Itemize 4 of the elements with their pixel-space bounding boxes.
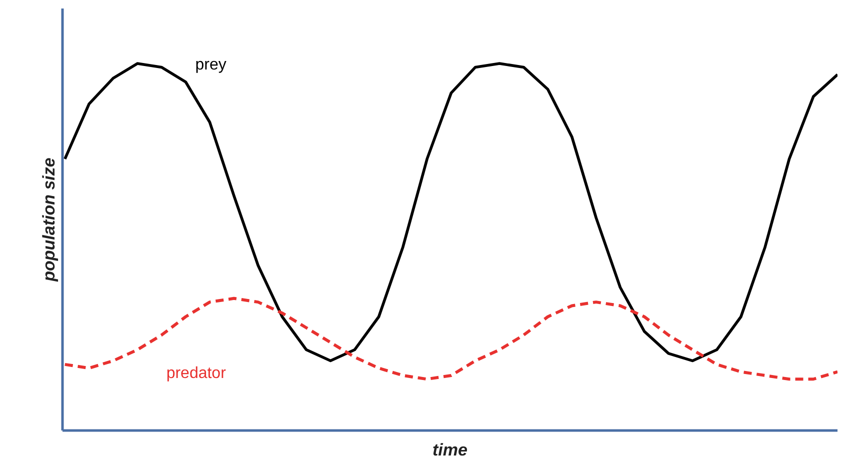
series-label: prey xyxy=(195,56,226,74)
y-axis-title: population size xyxy=(40,158,58,282)
series-label: predator xyxy=(166,364,227,382)
x-axis-title: time xyxy=(432,440,468,460)
